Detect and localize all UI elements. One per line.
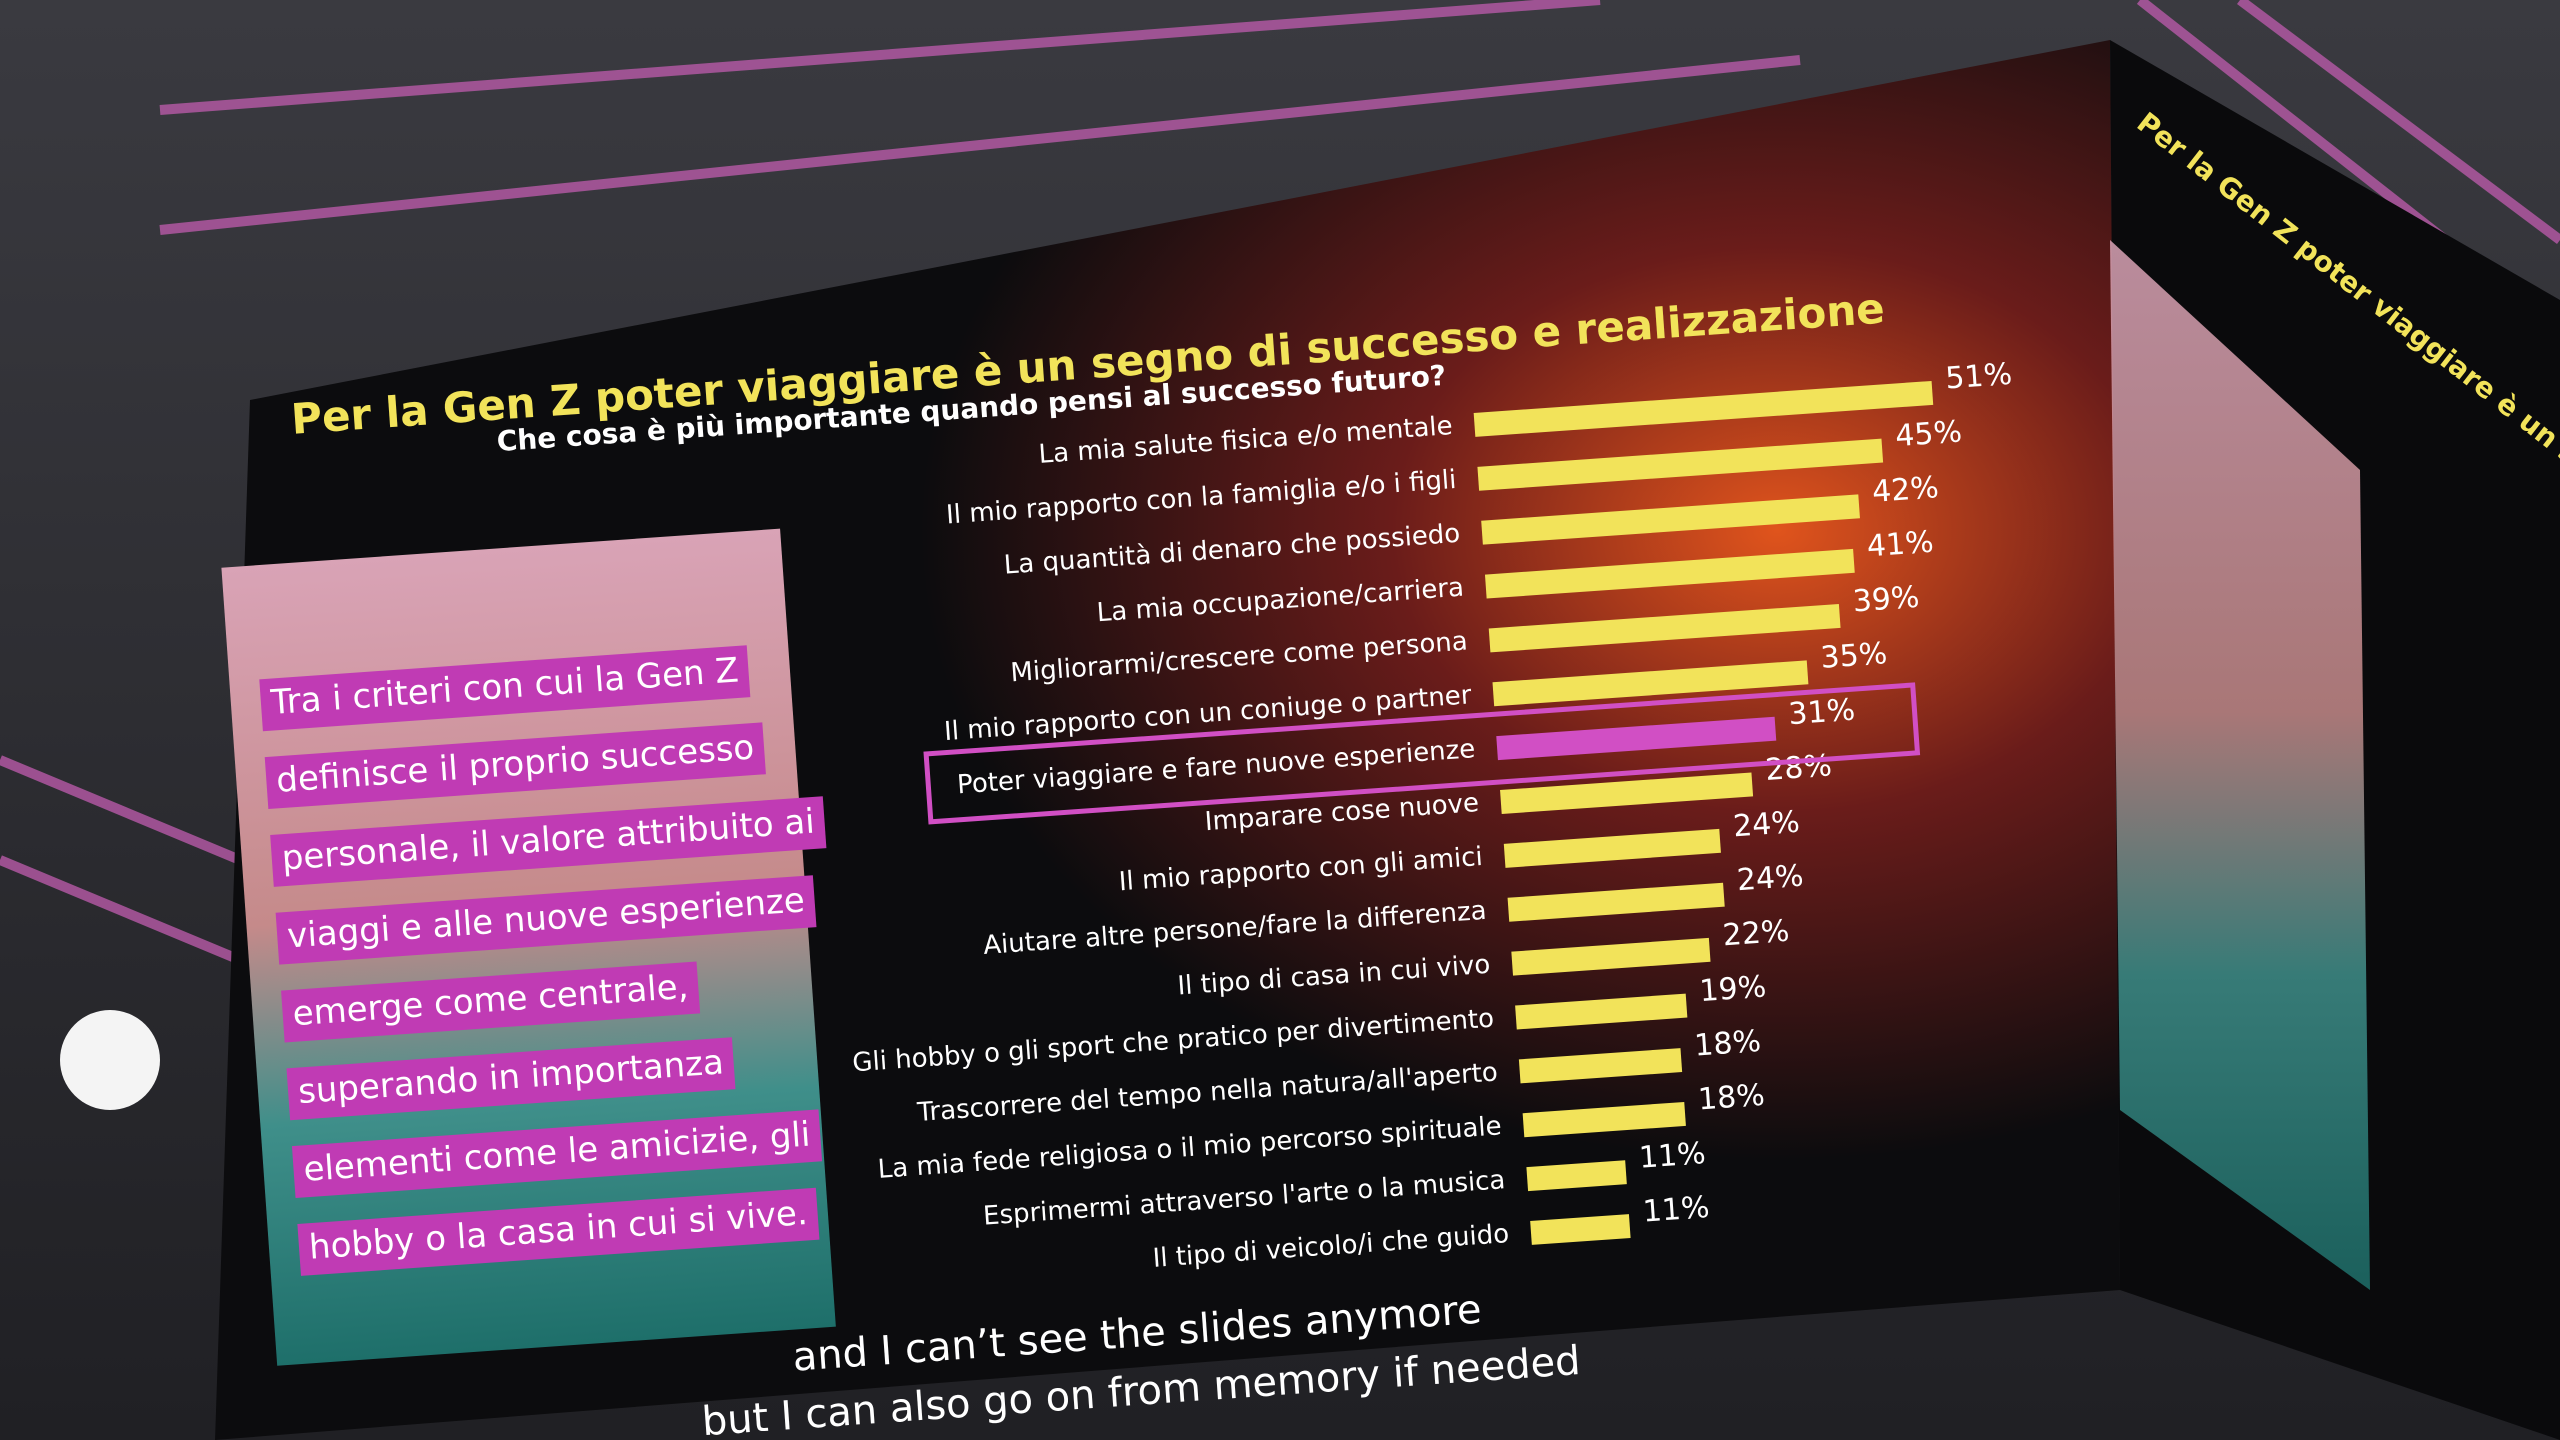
- bar: [1507, 882, 1725, 922]
- side-photo: [2110, 240, 2370, 1290]
- bar: [1522, 1101, 1686, 1138]
- value-label: 18%: [1693, 1024, 1762, 1064]
- value-label: 22%: [1722, 914, 1791, 954]
- value-label: 11%: [1638, 1136, 1707, 1176]
- text-highlight: [281, 961, 701, 1043]
- value-label: 18%: [1697, 1078, 1766, 1118]
- value-label: 41%: [1866, 525, 1935, 565]
- bar: [1526, 1160, 1627, 1192]
- bar: [1500, 772, 1754, 814]
- text-highlight: [270, 796, 827, 887]
- bar: [1477, 438, 1884, 491]
- text-highlight: [286, 1037, 736, 1121]
- value-label: 51%: [1944, 357, 2013, 397]
- bar: [1530, 1214, 1631, 1245]
- value-label: 28%: [1764, 748, 1833, 788]
- value-label: 35%: [1819, 636, 1888, 676]
- bar: [1473, 380, 1934, 437]
- text-highlight: [297, 1187, 820, 1276]
- bar: [1511, 937, 1711, 976]
- value-label: 45%: [1894, 415, 1963, 455]
- bar: [1503, 828, 1721, 868]
- bar: [1481, 494, 1860, 545]
- text-highlight: [291, 1109, 823, 1199]
- truss: [0, 0, 2560, 965]
- value-label: 31%: [1787, 693, 1856, 733]
- value-label: 24%: [1732, 805, 1801, 845]
- slide: Per la Gen Z poter viaggiare è un segno …: [221, 284, 2013, 1440]
- text-highlight: [259, 645, 751, 732]
- value-label: 24%: [1736, 859, 1805, 899]
- bar: [1496, 716, 1777, 761]
- text-highlight: [264, 722, 766, 810]
- highlight-box: [923, 682, 1921, 825]
- stage-light: [60, 1010, 160, 1110]
- value-label: 39%: [1852, 580, 1921, 620]
- bar: [1484, 548, 1855, 599]
- value-label: 19%: [1698, 970, 1767, 1010]
- bar: [1515, 993, 1688, 1030]
- text-highlight: [275, 875, 817, 965]
- bar: [1518, 1048, 1683, 1084]
- bar: [1492, 660, 1809, 707]
- value-label: 11%: [1642, 1190, 1711, 1230]
- bar: [1488, 603, 1841, 653]
- value-label: 42%: [1871, 470, 1940, 510]
